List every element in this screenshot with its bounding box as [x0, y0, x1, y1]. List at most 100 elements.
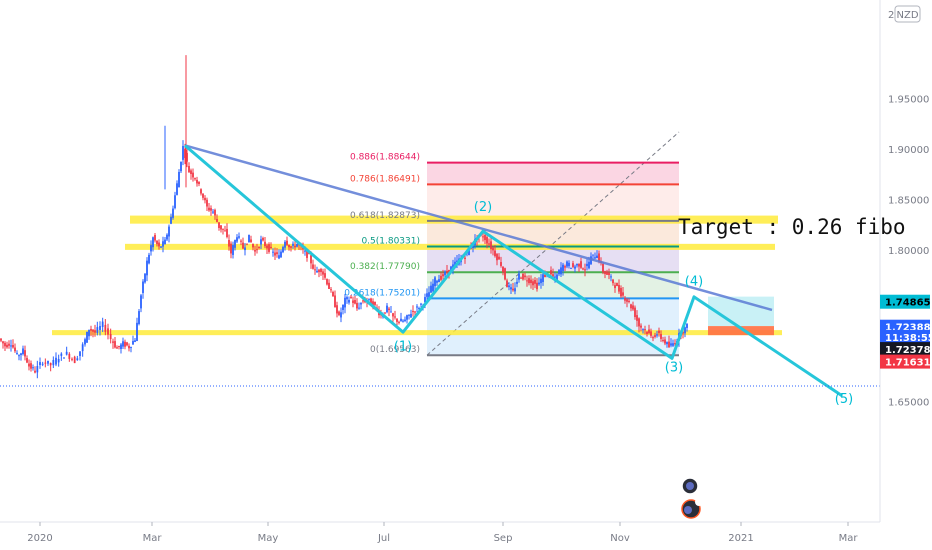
candle-body — [118, 346, 120, 348]
wave-label[interactable]: (4) — [685, 274, 703, 289]
candle-body — [32, 367, 34, 369]
candle-body — [107, 328, 109, 335]
candle-body — [456, 260, 458, 263]
candle-body — [446, 270, 448, 273]
candle-body — [442, 274, 444, 277]
price-tag[interactable] — [880, 329, 930, 344]
price-tag[interactable] — [880, 294, 930, 309]
candle-body — [52, 359, 55, 366]
candle-body — [436, 280, 438, 283]
candle-series — [0, 55, 688, 379]
candle-body — [560, 267, 562, 275]
candle-body — [672, 343, 674, 346]
candle-body — [324, 273, 326, 278]
wave-label[interactable]: (2) — [474, 200, 492, 215]
candle-body — [626, 299, 628, 302]
x-tick-label: May — [258, 533, 279, 544]
target-annotation[interactable]: Target : 0.26 fibo — [678, 215, 906, 239]
candle-body — [464, 257, 466, 259]
candle-body — [386, 305, 388, 313]
candle-body — [674, 343, 676, 345]
candle-body — [316, 270, 318, 273]
candle-body — [71, 358, 73, 360]
event-count-badge — [695, 498, 703, 506]
candle-body — [670, 343, 672, 346]
event-flag-icon-inner — [686, 482, 694, 490]
wave-label[interactable]: (1) — [394, 339, 412, 354]
candle-body — [392, 313, 394, 317]
candle-body — [596, 255, 598, 259]
candle-body — [242, 242, 244, 249]
candle-body — [610, 276, 612, 278]
fib-band — [427, 184, 679, 221]
drawings: (1) (2) (3) (4) (5) — [184, 144, 853, 407]
wave-label[interactable]: (5) — [835, 392, 853, 407]
candle-body — [142, 281, 144, 293]
candle-body — [512, 288, 514, 291]
candle-body — [176, 183, 178, 195]
fib-label: 0(1.69563) — [370, 345, 420, 355]
candle-body — [228, 240, 230, 247]
candle-body — [200, 189, 202, 194]
candle-body — [76, 358, 79, 361]
fib-label: 0.2618(1.75201) — [344, 288, 420, 298]
currency-badge[interactable]: NZD — [894, 5, 921, 23]
candle-body — [63, 357, 65, 359]
candle-body — [398, 321, 400, 323]
candle-body — [99, 326, 101, 330]
candle-body — [372, 301, 374, 308]
wave-label[interactable]: (3) — [665, 361, 683, 376]
candle-body — [234, 240, 236, 248]
candle-body — [164, 239, 166, 245]
candle-body — [162, 241, 164, 247]
candle-body — [318, 269, 320, 273]
candle-body — [644, 329, 646, 331]
y-tick-label: 1.85000 — [888, 195, 929, 206]
candle-body — [404, 319, 406, 322]
candle-body — [134, 340, 136, 342]
candle-body — [4, 342, 6, 347]
candle-body — [144, 273, 146, 283]
candle-body — [266, 245, 268, 249]
time-axis[interactable]: 2020 Mar May Jul Sep Nov 2021 Mar — [0, 521, 932, 550]
candle-body — [24, 350, 26, 357]
candle-body — [126, 342, 128, 346]
candle-body — [666, 342, 668, 345]
y-tick-label: 1.80000 — [888, 246, 929, 257]
candle-body — [444, 271, 446, 276]
candle-body — [660, 334, 662, 339]
candle-body — [594, 257, 596, 259]
candle-body — [492, 247, 494, 251]
candle-body — [416, 306, 418, 308]
candle-body — [47, 360, 49, 364]
price-tag[interactable] — [880, 354, 930, 369]
candle-body — [580, 261, 582, 268]
candle-body — [544, 274, 546, 278]
candle-body — [326, 279, 328, 285]
event-markers[interactable] — [681, 477, 703, 519]
candle-body — [268, 244, 270, 252]
candle-body — [226, 228, 228, 237]
price-tag-label: 1.74865 — [885, 298, 931, 309]
candle-body — [536, 282, 538, 290]
fib-label: 0.382(1.77790) — [350, 262, 420, 272]
candle-body — [84, 339, 86, 345]
candle-body — [526, 280, 528, 282]
fib-bands — [426, 131, 680, 356]
candle-body — [406, 315, 408, 320]
price-tag-label: 1.71631 — [885, 358, 931, 369]
candle-body — [202, 193, 204, 198]
price-tag[interactable] — [880, 342, 930, 357]
candle-body — [152, 237, 154, 248]
price-axis[interactable]: 1.95000 1.90000 1.85000 1.80000 1.65000 2 1.7… — [879, 0, 932, 522]
candle-body — [192, 172, 194, 178]
candle-body — [520, 277, 522, 279]
candle-body — [86, 332, 88, 343]
price-tag-label: 1.72378 — [885, 345, 931, 356]
candle-body — [136, 322, 138, 341]
x-tick-label: Jul — [377, 533, 390, 544]
candle-body — [8, 343, 10, 346]
candle-body — [346, 297, 348, 300]
x-tick-label: 2020 — [27, 533, 52, 544]
